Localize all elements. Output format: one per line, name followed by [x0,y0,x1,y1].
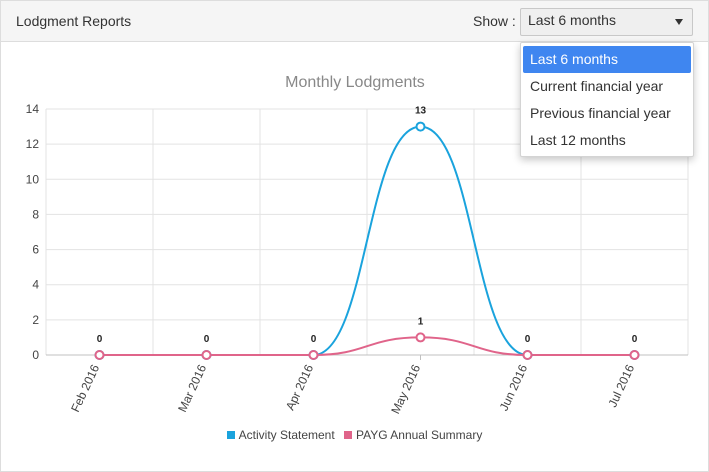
data-point-payg [415,332,426,343]
data-point-payg [94,350,105,360]
period-option-previous-financial-year[interactable]: Previous financial year [530,105,671,121]
y-tick-label: 0 [32,348,39,362]
y-tick-label: 12 [26,137,40,151]
data-point-payg [201,350,212,360]
x-tick-label: Mar 2016 [175,362,209,414]
data-label: 1 [418,316,424,327]
legend-item-payg-annual-summary[interactable]: PAYG Annual Summary [344,428,482,442]
data-label: 0 [204,334,210,345]
period-select[interactable]: Last 6 months [520,8,693,36]
legend-label-payg: PAYG Annual Summary [356,428,483,442]
data-label: 0 [311,334,317,345]
series-line-payg-annual-summary [99,336,635,356]
chart-legend: Activity Statement PAYG Annual Summary [1,428,708,442]
period-option-current-financial-year[interactable]: Current financial year [530,78,664,94]
legend-item-activity-statement[interactable]: Activity Statement [226,428,335,442]
show-label: Show : [473,13,516,29]
y-tick-label: 14 [26,102,40,116]
legend-swatch-payg [344,431,353,439]
period-option-last-6-months[interactable]: Last 6 months [523,46,691,73]
data-point-payg [308,350,319,360]
data-point-payg [522,350,533,360]
y-tick-label: 4 [32,278,39,292]
period-dropdown-menu: Last 6 months Current financial year Pre… [520,42,694,157]
legend-label-activity: Activity Statement [238,428,335,442]
data-label: 0 [97,334,103,345]
x-tick-label: Feb 2016 [68,362,102,414]
x-tick-label: Jul 2016 [605,362,637,409]
y-tick-label: 10 [26,172,40,186]
data-label: 0 [632,334,638,345]
x-tick-label: Apr 2016 [283,362,316,412]
data-point-activity [415,121,426,132]
period-option-last-12-months[interactable]: Last 12 months [530,132,626,148]
caret-down-icon [675,19,683,25]
y-tick-label: 2 [32,313,39,327]
x-tick-label: May 2016 [388,362,423,416]
chart-title: Monthly Lodgments [285,74,425,91]
panel-title: Lodgment Reports [16,13,132,29]
period-select-value: Last 6 months [528,12,616,28]
legend-swatch-activity [226,431,235,439]
y-tick-label: 6 [32,243,39,257]
y-tick-label: 8 [32,207,39,221]
panel-header: Lodgment Reports Show : Last 6 months [1,1,708,42]
data-label: 13 [415,106,427,117]
data-label: 0 [525,334,531,345]
data-point-payg [629,350,640,360]
x-tick-label: Jun 2016 [497,362,531,413]
